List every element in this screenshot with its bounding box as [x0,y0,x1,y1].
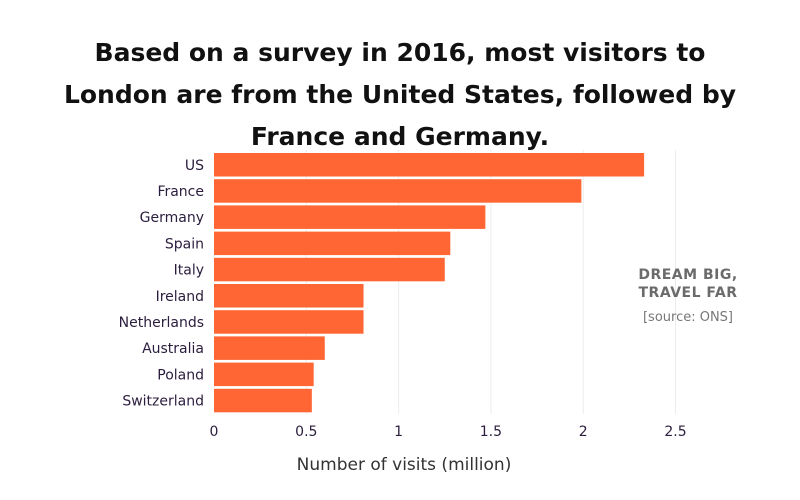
category-label: Ireland [156,289,204,305]
category-label: Poland [157,367,204,383]
category-label: France [157,184,204,200]
x-axis-label: Number of visits (million) [297,455,512,475]
bar-us [214,153,645,177]
bar-switzerland [214,388,312,413]
category-labels: US France Germany Spain Italy Ireland Netherla… [119,158,204,410]
bar-france [214,179,582,203]
x-tick-label: 2.5 [664,424,686,440]
category-label: Netherlands [119,315,204,331]
watermark-line-1: DREAM BIG, [638,267,738,283]
x-tick-labels: 0 0.5 1 1.5 2 2.5 [210,424,687,440]
bar-australia [214,336,325,360]
category-label: Germany [140,210,204,226]
category-label: Italy [174,263,204,279]
bar-poland [214,362,314,387]
category-label: Australia [142,341,204,357]
source-note: [source: ONS] [642,310,734,325]
x-tick-label: 1 [394,424,403,440]
x-tick-label: 2 [579,424,588,440]
category-label: Spain [165,236,204,252]
x-tick-label: 0 [210,424,219,440]
category-label: US [185,158,204,174]
category-label: Switzerland [122,394,204,410]
bar-ireland [214,284,364,308]
chart-title: Based on a survey in 2016, most visitors… [63,38,737,151]
bar-germany [214,205,486,229]
watermark: DREAM BIG, TRAVEL FAR [source: ONS] [618,266,758,325]
watermark-line-2: TRAVEL FAR [638,285,738,301]
bar-spain [214,231,451,256]
bar-italy [214,257,445,282]
bar-netherlands [214,310,364,334]
x-tick-label: 0.5 [295,424,317,440]
x-tick-label: 1.5 [480,424,502,440]
bars [214,153,645,413]
